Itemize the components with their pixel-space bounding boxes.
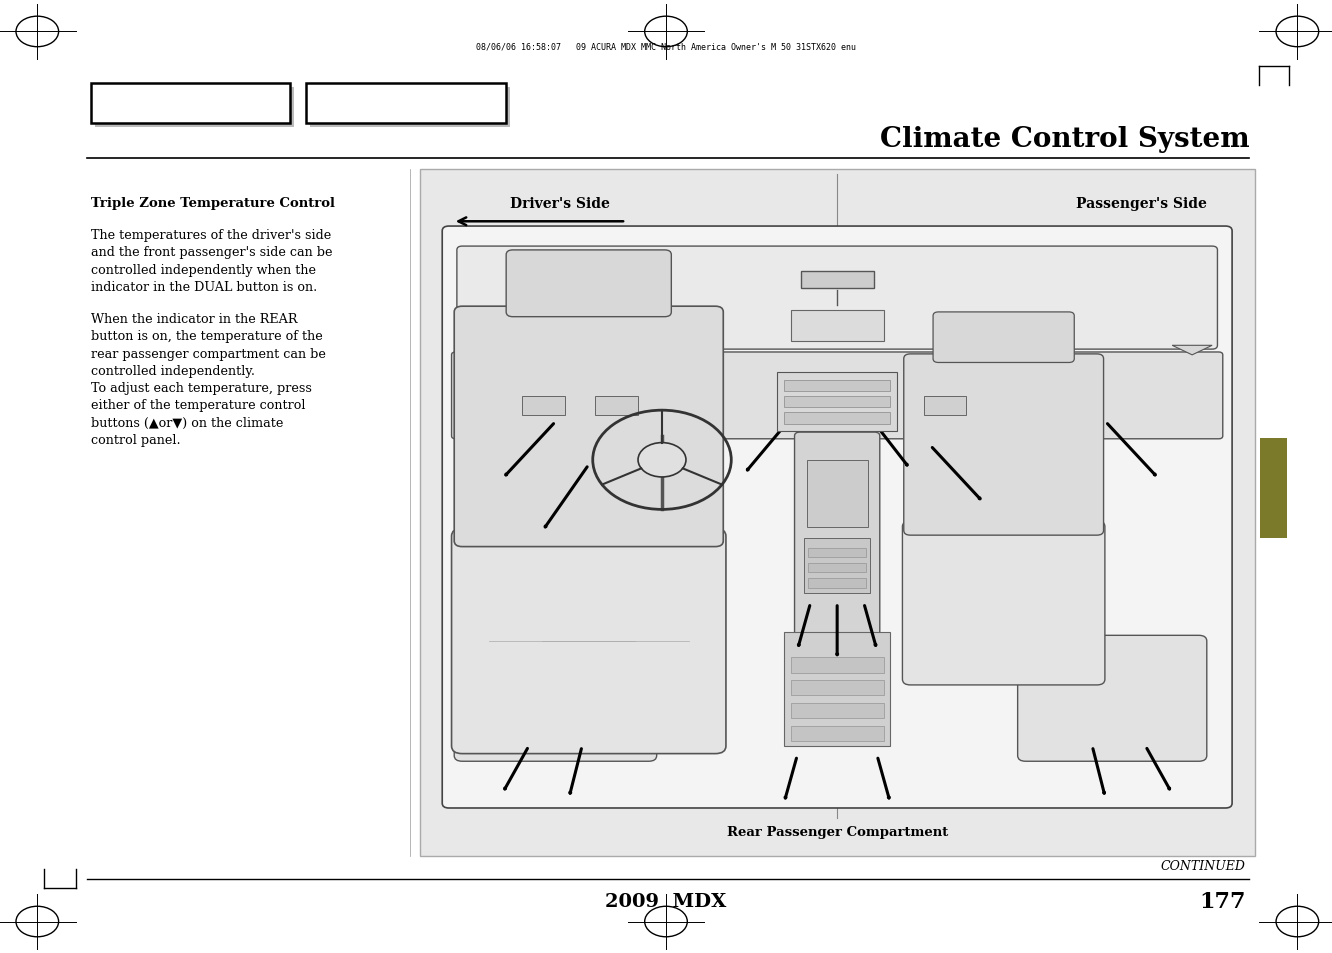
Bar — [791, 680, 884, 696]
Bar — [420, 170, 1255, 856]
Bar — [1260, 438, 1287, 538]
Bar — [805, 538, 871, 594]
Text: Passenger's Side: Passenger's Side — [1076, 196, 1207, 211]
Bar — [807, 548, 867, 558]
Text: Rear Passenger Compartment: Rear Passenger Compartment — [726, 825, 948, 839]
Bar — [783, 413, 890, 424]
Text: Driver's Side: Driver's Side — [510, 196, 609, 211]
Bar — [807, 460, 868, 527]
Text: Climate Control System: Climate Control System — [880, 126, 1249, 152]
Bar — [95, 88, 294, 128]
Bar — [791, 703, 884, 719]
Text: The temperatures of the driver's side
and the front passenger's side can be
cont: The temperatures of the driver's side an… — [91, 229, 332, 294]
Bar — [783, 632, 890, 746]
Bar — [851, 396, 894, 416]
Bar — [790, 311, 884, 341]
Text: To adjust each temperature, press
either of the temperature control
buttons (▲or: To adjust each temperature, press either… — [91, 381, 312, 447]
Bar — [778, 373, 898, 432]
FancyBboxPatch shape — [1018, 636, 1207, 761]
FancyBboxPatch shape — [457, 247, 1217, 350]
Text: 08/06/06 16:58:07   09 ACURA MDX MMC North America Owner's M 50 31STX620 enu: 08/06/06 16:58:07 09 ACURA MDX MMC North… — [476, 42, 856, 51]
Polygon shape — [1172, 346, 1212, 355]
Bar — [783, 396, 890, 408]
Bar — [91, 84, 290, 124]
FancyBboxPatch shape — [903, 521, 1106, 685]
Bar — [924, 396, 967, 416]
FancyBboxPatch shape — [454, 307, 723, 547]
Text: Triple Zone Temperature Control: Triple Zone Temperature Control — [91, 197, 334, 211]
Text: 177: 177 — [1199, 889, 1245, 912]
FancyBboxPatch shape — [506, 251, 671, 317]
Bar — [306, 84, 506, 124]
FancyBboxPatch shape — [452, 353, 1223, 439]
Bar — [807, 563, 867, 573]
Bar — [595, 396, 638, 416]
FancyBboxPatch shape — [454, 636, 657, 761]
Text: CONTINUED: CONTINUED — [1160, 859, 1245, 872]
Polygon shape — [462, 346, 502, 355]
FancyBboxPatch shape — [794, 433, 880, 636]
Text: Features: Features — [1267, 462, 1280, 515]
Bar — [801, 272, 874, 289]
Text: When the indicator in the REAR
button is on, the temperature of the
rear passeng: When the indicator in the REAR button is… — [91, 313, 325, 378]
Bar — [522, 396, 565, 416]
FancyBboxPatch shape — [442, 227, 1232, 808]
FancyBboxPatch shape — [452, 529, 726, 754]
Bar — [807, 578, 867, 588]
Bar — [791, 726, 884, 741]
Circle shape — [638, 443, 686, 477]
FancyBboxPatch shape — [934, 313, 1074, 363]
FancyBboxPatch shape — [904, 355, 1104, 536]
Bar — [791, 658, 884, 673]
Text: 2009  MDX: 2009 MDX — [605, 892, 727, 909]
Bar — [310, 88, 510, 128]
Bar — [783, 380, 890, 392]
